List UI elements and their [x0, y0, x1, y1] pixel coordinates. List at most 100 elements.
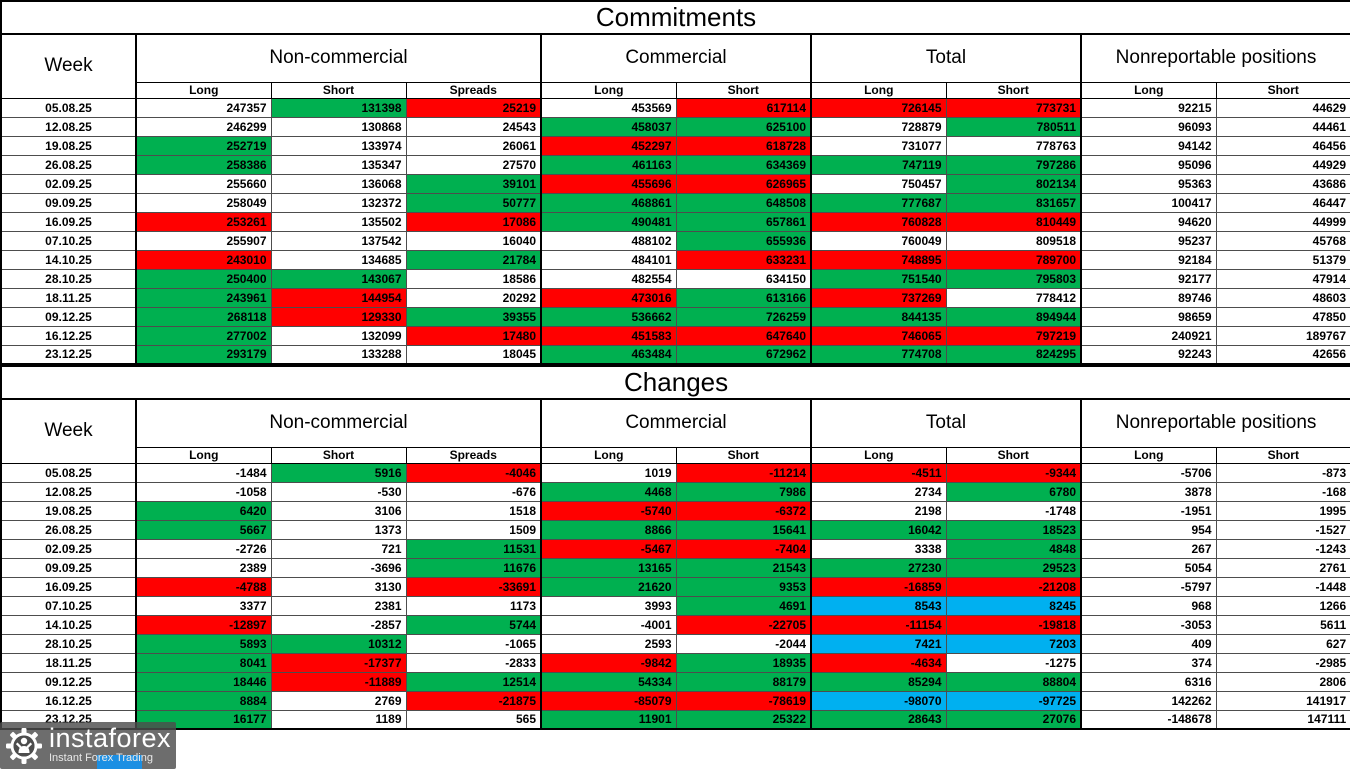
value-cell: 461163 — [540, 154, 677, 175]
value-cell: 24543 — [405, 116, 542, 137]
value-cell: 468861 — [540, 192, 677, 213]
value-cell: 255907 — [135, 230, 272, 251]
table-row: 16.12.25 8884 2769 -21875 -85079 -78619 -98070… — [0, 690, 1350, 711]
value-cell: 7421 — [810, 633, 947, 654]
week-date: 26.08.25 — [0, 519, 137, 540]
value-cell: 2734 — [810, 481, 947, 502]
value-cell: 132372 — [270, 192, 407, 213]
value-cell: 39355 — [405, 306, 542, 327]
value-cell: 2198 — [810, 500, 947, 521]
value-cell: -97725 — [945, 690, 1082, 711]
table-row: 14.10.25 -12897 -2857 5744 -4001 -22705 -11154… — [0, 614, 1350, 635]
value-cell: 810449 — [945, 211, 1082, 232]
value-cell: -9344 — [945, 462, 1082, 483]
instaforex-gear-icon — [6, 727, 42, 764]
value-cell: 94142 — [1080, 135, 1217, 156]
value-cell: 27570 — [405, 154, 542, 175]
value-cell: -78619 — [675, 690, 812, 711]
value-cell: 618728 — [675, 135, 812, 156]
table-row: 26.08.25 258386 135347 27570 461163 634369 747… — [0, 154, 1350, 175]
value-cell: 737269 — [810, 287, 947, 308]
value-cell: 795803 — [945, 268, 1082, 289]
value-cell: 4468 — [540, 481, 677, 502]
value-cell: 46456 — [1215, 135, 1350, 156]
value-cell: 657861 — [675, 211, 812, 232]
group-header: Commercial — [540, 398, 812, 448]
commitments-table: Commitments Week Non-commercial Commercial T… — [0, 0, 1350, 365]
value-cell: 5667 — [135, 519, 272, 540]
table-row: 09.09.25 2389 -3696 11676 13165 21543 27230 295… — [0, 557, 1350, 578]
value-cell: 21784 — [405, 249, 542, 270]
value-cell: 43686 — [1215, 173, 1350, 194]
week-header: Week — [0, 33, 137, 99]
column-header: Short — [945, 81, 1082, 99]
column-header: Long — [540, 446, 677, 464]
table-row: 23.12.25 293179 133288 18045 463484 672962 774… — [0, 344, 1350, 365]
value-cell: -98070 — [810, 690, 947, 711]
value-cell: 11901 — [540, 709, 677, 730]
table-row: 12.08.25 246299 130868 24543 458037 625100 728… — [0, 116, 1350, 137]
value-cell: 760828 — [810, 211, 947, 232]
value-cell: 780511 — [945, 116, 1082, 137]
value-cell: 750457 — [810, 173, 947, 194]
value-cell: 28643 — [810, 709, 947, 730]
instaforex-watermark: instaforex Instant Forex Trading — [0, 722, 176, 769]
week-date: 28.10.25 — [0, 633, 137, 654]
value-cell: 463484 — [540, 344, 677, 365]
table-row: 07.10.25 255907 137542 16040 488102 655936 760… — [0, 230, 1350, 251]
value-cell: -11154 — [810, 614, 947, 635]
value-cell: 648508 — [675, 192, 812, 213]
value-cell: -4511 — [810, 462, 947, 483]
column-header: Long — [1080, 446, 1217, 464]
value-cell: 760049 — [810, 230, 947, 251]
week-date: 07.10.25 — [0, 230, 137, 251]
value-cell: 778412 — [945, 287, 1082, 308]
value-cell: 824295 — [945, 344, 1082, 365]
value-cell: 258386 — [135, 154, 272, 175]
week-date: 16.09.25 — [0, 211, 137, 232]
value-cell: 25322 — [675, 709, 812, 730]
table-row: 09.12.25 18446 -11889 12514 54334 88179 85294 8… — [0, 671, 1350, 692]
column-header: Spreads — [405, 81, 542, 99]
table-title: Commitments — [0, 0, 1350, 35]
week-date: 12.08.25 — [0, 116, 137, 137]
value-cell: 774708 — [810, 344, 947, 365]
value-cell: 137542 — [270, 230, 407, 251]
value-cell: 10312 — [270, 633, 407, 654]
value-cell: 25219 — [405, 97, 542, 118]
column-header: Long — [810, 81, 947, 99]
value-cell: 748895 — [810, 249, 947, 270]
value-cell: -1484 — [135, 462, 272, 483]
group-header: Nonreportable positions — [1079, 33, 1350, 83]
value-cell: 243010 — [135, 249, 272, 270]
value-cell: 135347 — [270, 154, 407, 175]
value-cell: -1065 — [405, 633, 542, 654]
value-cell: 5744 — [405, 614, 542, 635]
group-header: Total — [810, 398, 1082, 448]
value-cell: 132099 — [270, 325, 407, 346]
value-cell: 130868 — [270, 116, 407, 137]
value-cell: 246299 — [135, 116, 272, 137]
value-cell: 95237 — [1080, 230, 1217, 251]
value-cell: 135502 — [270, 211, 407, 232]
value-cell: 5054 — [1080, 557, 1217, 578]
value-cell: 831657 — [945, 192, 1082, 213]
value-cell: 141917 — [1215, 690, 1350, 711]
value-cell: 258049 — [135, 192, 272, 213]
value-cell: 2389 — [135, 557, 272, 578]
value-cell: 54334 — [540, 671, 677, 692]
week-date: 09.12.25 — [0, 671, 137, 692]
value-cell: 5611 — [1215, 614, 1350, 635]
column-header-row: Long Short Spreads Long Short Long Short Long Sh… — [1, 446, 1350, 464]
table-title-row: Changes — [0, 365, 1350, 400]
value-cell: -21208 — [945, 576, 1082, 597]
value-cell: 1019 — [540, 462, 677, 483]
value-cell: 92243 — [1080, 344, 1217, 365]
week-date: 09.09.25 — [0, 192, 137, 213]
value-cell: 5916 — [270, 462, 407, 483]
value-cell: 11676 — [405, 557, 542, 578]
column-header: Short — [945, 446, 1082, 464]
group-header: Commercial — [540, 33, 812, 83]
table-row: 26.08.25 5667 1373 1509 8866 15641 16042 18523 9… — [0, 519, 1350, 540]
value-cell: -2044 — [675, 633, 812, 654]
